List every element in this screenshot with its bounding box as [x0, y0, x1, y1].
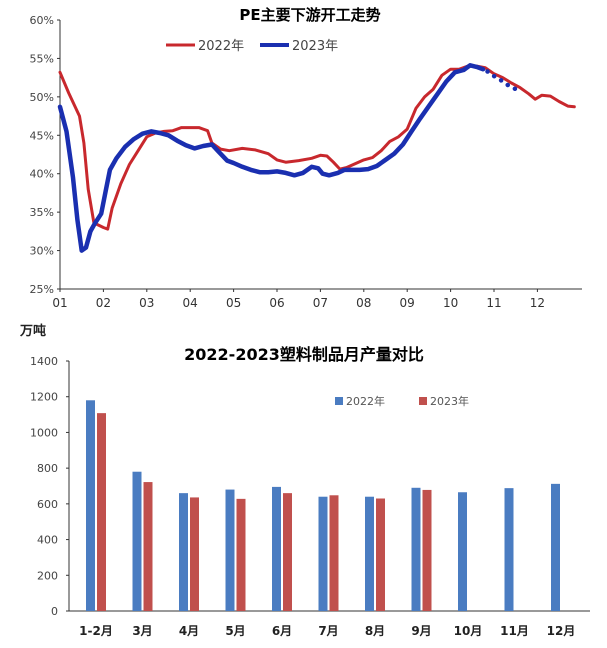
plastics-output-chart: 万吨 2022-2023塑料制品月产量对比 2022年 2023年 1400 12… [19, 323, 590, 638]
line-x-tick-label: 12 [530, 296, 545, 310]
bar-x-tick-label: 5月 [225, 624, 245, 638]
line-x-tick-label: 02 [96, 296, 111, 310]
bar-x-tick-label: 12月 [547, 624, 576, 638]
bar-legend-label-2022: 2022年 [346, 394, 385, 408]
bar-x-tick-label: 9月 [411, 624, 431, 638]
bar-2022 [365, 496, 374, 611]
bar-2023 [143, 482, 153, 611]
bar-2023 [190, 497, 199, 611]
line-y-tick-label: 55% [30, 52, 54, 65]
bar-x-tick-label: 7月 [318, 624, 338, 638]
bar-2022 [86, 400, 95, 611]
line-x-tick-label: 11 [486, 296, 501, 310]
line-x-tick-label: 10 [443, 296, 458, 310]
bar-y-tick-label: 600 [37, 498, 58, 511]
line-chart-series [57, 63, 576, 253]
bar-x-tick-label: 10月 [454, 624, 483, 638]
line-x-tick-label: 05 [226, 296, 241, 310]
bar-2022 [225, 489, 235, 611]
line-x-tick-label: 07 [313, 296, 328, 310]
bar-2023 [236, 498, 246, 611]
bar-2022 [411, 487, 421, 611]
bar-legend-label-2023: 2023年 [430, 394, 469, 408]
bar-chart-bars [86, 400, 560, 611]
line-x-tick-label: 09 [400, 296, 415, 310]
bar-legend-swatch-2022 [335, 397, 343, 405]
bar-chart-title: 2022-2023塑料制品月产量对比 [184, 345, 424, 364]
series-line-2023-dotted [485, 69, 518, 92]
bar-y-tick-label: 400 [37, 534, 58, 547]
line-chart-title: PE主要下游开工走势 [239, 6, 380, 24]
bar-y-tick-label: 200 [37, 569, 58, 582]
bar-2022 [272, 486, 281, 611]
bar-2023 [422, 489, 432, 611]
line-y-tick-label: 50% [30, 91, 54, 104]
bar-y-tick-label: 800 [37, 462, 58, 475]
line-chart-legend: 2022年 2023年 [166, 39, 338, 54]
line-y-tick-label: 40% [30, 168, 54, 181]
line-x-tick-label: 03 [139, 296, 154, 310]
bar-chart-legend: 2022年 2023年 [335, 394, 469, 408]
bar-legend-swatch-2023 [419, 397, 427, 405]
bar-2023 [376, 498, 385, 611]
bar-2022 [132, 471, 142, 611]
line-x-tick-label: 04 [183, 296, 198, 310]
bar-x-tick-label: 6月 [272, 624, 292, 638]
bar-x-tick-label: 11月 [500, 624, 529, 638]
bar-y-tick-label: 1000 [30, 426, 58, 439]
bar-x-tick-label: 3月 [132, 624, 152, 638]
line-x-tick-label: 06 [269, 296, 284, 310]
legend-label-2022: 2022年 [198, 39, 244, 54]
line-x-tick-label: 08 [356, 296, 371, 310]
series-line-2022 [58, 64, 576, 231]
bar-chart-unit: 万吨 [19, 323, 46, 339]
bar-2022 [318, 496, 328, 611]
line-y-tick-label: 30% [30, 245, 54, 258]
bar-x-tick-label: 1-2月 [79, 624, 113, 638]
bar-x-tick-label: 4月 [179, 624, 199, 638]
line-y-tick-label: 35% [30, 206, 54, 219]
legend-label-2023: 2023年 [292, 39, 338, 54]
bar-chart-axes: 1400 1200 1000 800 600 400 200 0 1-2月 3月 4月 5月 6月 7月 8… [30, 355, 590, 638]
bar-2023 [97, 413, 106, 611]
bar-y-tick-label: 1200 [30, 391, 58, 404]
bar-2022 [504, 488, 514, 611]
bar-x-tick-label: 8月 [365, 624, 385, 638]
bar-y-tick-label: 0 [51, 605, 58, 618]
series-line-2023 [57, 63, 486, 253]
line-y-tick-label: 45% [30, 129, 54, 142]
bar-2022 [458, 492, 467, 611]
bar-2022 [179, 493, 188, 611]
line-y-tick-label: 25% [30, 283, 54, 296]
line-x-tick-label: 01 [52, 296, 67, 310]
line-y-tick-label: 60% [30, 14, 54, 27]
bar-y-tick-label: 1400 [30, 355, 58, 368]
pe-downstream-chart: PE主要下游开工走势 2022年 2023年 60% 55% 50% 45% 40% 35… [30, 6, 582, 310]
bar-2023 [283, 493, 292, 611]
line-chart-axes: 60% 55% 50% 45% 40% 35% 30% 25%01 02 03 04 05 06 07 08… [30, 14, 582, 310]
bar-2022 [551, 483, 560, 611]
bar-2023 [329, 495, 339, 611]
